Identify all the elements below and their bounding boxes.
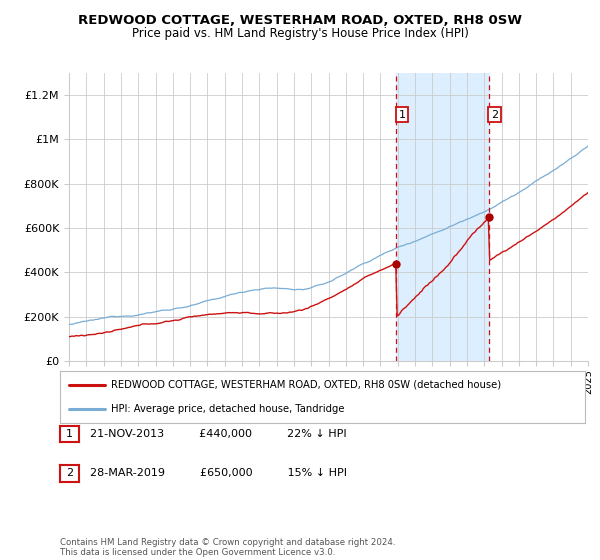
Text: 2: 2 [491,110,498,120]
Text: Contains HM Land Registry data © Crown copyright and database right 2024.
This d: Contains HM Land Registry data © Crown c… [60,538,395,557]
Text: HPI: Average price, detached house, Tandridge: HPI: Average price, detached house, Tand… [111,404,344,414]
Text: 21-NOV-2013          £440,000          22% ↓ HPI: 21-NOV-2013 £440,000 22% ↓ HPI [90,429,347,439]
Text: REDWOOD COTTAGE, WESTERHAM ROAD, OXTED, RH8 0SW (detached house): REDWOOD COTTAGE, WESTERHAM ROAD, OXTED, … [111,380,501,390]
Text: Price paid vs. HM Land Registry's House Price Index (HPI): Price paid vs. HM Land Registry's House … [131,27,469,40]
Text: 28-MAR-2019          £650,000          15% ↓ HPI: 28-MAR-2019 £650,000 15% ↓ HPI [90,468,347,478]
Text: 1: 1 [66,429,73,439]
Text: 2: 2 [66,468,73,478]
Text: REDWOOD COTTAGE, WESTERHAM ROAD, OXTED, RH8 0SW: REDWOOD COTTAGE, WESTERHAM ROAD, OXTED, … [78,14,522,27]
Text: 1: 1 [398,110,406,120]
Bar [396,73,488,361]
